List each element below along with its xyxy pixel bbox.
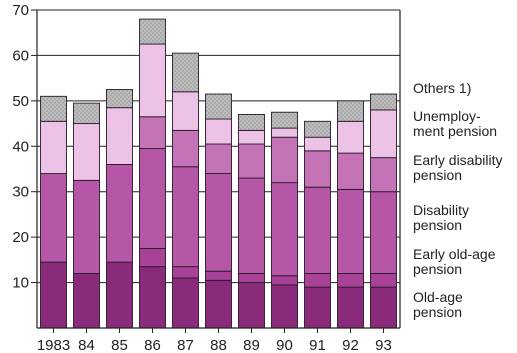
legend: Others 1) Unemploy-ment pension Early disa…: [413, 80, 502, 320]
bar-segment: [205, 143, 232, 174]
bar-segment: [205, 118, 232, 145]
bar-segment: [304, 286, 331, 329]
bars: [40, 18, 397, 329]
bar-segment: [139, 116, 166, 150]
bar-segment: [238, 143, 265, 179]
bar-segment: [271, 275, 298, 286]
bar-segment: [106, 107, 133, 165]
y-tick-label: 30: [12, 184, 29, 201]
bar-segment: [73, 102, 100, 125]
legend-label: Old-age: [413, 289, 463, 305]
bar-segment: [304, 150, 331, 188]
bar-segment: [106, 164, 133, 263]
bar-segment: [337, 152, 364, 190]
legend-label: pension: [413, 304, 462, 320]
bar-segment: [337, 273, 364, 288]
bar-segment: [172, 91, 199, 131]
x-tick-label: 92: [342, 337, 359, 353]
legend-label: pension: [413, 217, 462, 233]
legend-label: pension: [413, 167, 462, 183]
bar-segment: [238, 282, 265, 329]
bar-segment: [271, 127, 298, 138]
bar-segment: [238, 177, 265, 274]
bar-segment: [139, 18, 166, 45]
bar-segment: [271, 284, 298, 329]
bar-segment: [106, 89, 133, 109]
bar-segment: [205, 93, 232, 120]
bar-segment: [271, 111, 298, 129]
bar-segment: [271, 136, 298, 184]
x-tick-label: 87: [177, 337, 194, 353]
bar-segment: [40, 261, 67, 329]
y-tick-label: 60: [12, 47, 29, 64]
x-tick-label: 89: [243, 337, 260, 353]
bar-segment: [370, 93, 397, 111]
bar-segment: [40, 95, 67, 122]
bar-segment: [40, 120, 67, 174]
bar-segment: [205, 270, 232, 281]
bar-segment: [337, 286, 364, 329]
y-tick-label: 10: [12, 275, 29, 292]
bar-segment: [304, 186, 331, 274]
bar-segment: [172, 52, 199, 93]
legend-label: Early old-age: [413, 246, 496, 262]
legend-label: Others 1): [413, 80, 471, 96]
bar-segment: [73, 123, 100, 181]
bar-segment: [139, 148, 166, 249]
axes: 10 20 30 40 50 60 70 1983 84 85 86 87 88 89 90 91 92 93: [12, 2, 401, 353]
bar-segment: [337, 120, 364, 154]
x-tick-label: 91: [309, 337, 326, 353]
y-tick-label: 70: [12, 2, 29, 19]
x-tick-label: 90: [276, 337, 293, 353]
legend-label: Disability: [413, 202, 469, 218]
legend-label: Early disability: [413, 152, 502, 168]
bar-segment: [139, 266, 166, 329]
bar-segment: [139, 43, 166, 118]
x-tick-label: 86: [144, 337, 161, 353]
bar-segment: [139, 248, 166, 268]
x-tick-label: 1983: [37, 337, 70, 353]
bar-segment: [370, 191, 397, 274]
bar-segment: [370, 109, 397, 159]
bar-segment: [73, 273, 100, 329]
x-tick-label: 85: [111, 337, 128, 353]
bar-segment: [238, 273, 265, 284]
x-tick-label: 93: [375, 337, 392, 353]
bar-segment: [370, 157, 397, 193]
bar-segment: [106, 261, 133, 329]
bar-segment: [370, 273, 397, 288]
bar-segment: [337, 100, 364, 122]
bar-segment: [304, 273, 331, 288]
bar-segment: [370, 286, 397, 329]
bar-segment: [172, 129, 199, 168]
legend-label: pension: [413, 261, 462, 277]
bar-segment: [205, 173, 232, 272]
bar-segment: [238, 114, 265, 131]
bar-segment: [73, 179, 100, 274]
bar-segment: [304, 136, 331, 152]
bar-segment: [205, 279, 232, 329]
bar-segment: [238, 129, 265, 145]
y-tick-label: 50: [12, 93, 29, 110]
bar-segment: [271, 182, 298, 277]
x-tick-label: 84: [78, 337, 95, 353]
bar-segment: [337, 188, 364, 274]
x-tick-label: 88: [210, 337, 227, 353]
bar-segment: [40, 173, 67, 263]
legend-label: Unemploy-: [413, 108, 481, 124]
bar-segment: [304, 120, 331, 138]
legend-label: ment pension: [413, 123, 497, 139]
bar-segment: [172, 166, 199, 268]
y-tick-label: 20: [12, 229, 29, 246]
bar-segment: [172, 277, 199, 329]
bar-segment: [172, 266, 199, 279]
y-tick-label: 40: [12, 138, 29, 155]
